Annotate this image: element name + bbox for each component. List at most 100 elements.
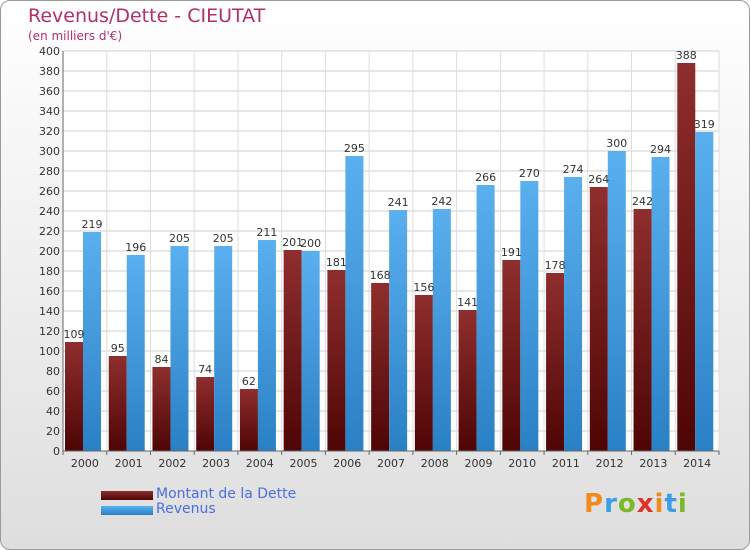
y-tick-label: 100: [39, 345, 60, 358]
y-tick-label: 320: [39, 125, 60, 138]
y-tick-label: 340: [39, 105, 60, 118]
data-label-debt: 181: [326, 256, 347, 269]
bar-revenus: [432, 209, 451, 451]
x-tick-label: 2000: [71, 457, 99, 470]
legend-label-debt: Montant de la Dette: [156, 486, 297, 502]
y-tick-label: 360: [39, 85, 60, 98]
legend-swatch-debt: [101, 491, 153, 500]
bar-debt: [196, 377, 215, 451]
data-label-revenus: 294: [650, 143, 671, 156]
data-label-revenus: 319: [694, 118, 715, 131]
chart-title: Revenus/Dette - CIEUTAT: [28, 5, 266, 27]
y-tick-label: 400: [39, 45, 60, 58]
data-label-debt: 201: [282, 236, 303, 249]
data-label-debt: 74: [198, 363, 212, 376]
bar-debt: [677, 63, 696, 451]
bar-debt: [108, 356, 127, 451]
data-label-debt: 168: [370, 269, 391, 282]
logo-letter: P: [584, 489, 605, 519]
bar-revenus: [83, 232, 101, 451]
data-label-revenus: 219: [82, 218, 103, 231]
x-tick-label: 2007: [377, 457, 405, 470]
data-label-revenus: 300: [606, 137, 627, 150]
bar-revenus: [651, 157, 670, 451]
bar-revenus: [170, 246, 189, 451]
data-label-revenus: 241: [388, 196, 409, 209]
data-label-revenus: 266: [475, 171, 496, 184]
data-label-debt: 62: [242, 375, 256, 388]
x-tick-label: 2011: [552, 457, 580, 470]
bar-debt: [589, 187, 608, 451]
bar-debt: [152, 367, 171, 451]
data-label-revenus: 242: [431, 195, 452, 208]
data-label-debt: 242: [632, 195, 653, 208]
bar-debt: [239, 389, 258, 451]
bar-revenus: [389, 210, 408, 451]
logo-letter: x: [636, 489, 655, 519]
logo-letter: o: [617, 489, 637, 519]
y-tick-label: 140: [39, 305, 60, 318]
x-tick-label: 2013: [639, 457, 667, 470]
bar-debt: [414, 295, 433, 451]
bar-revenus: [564, 177, 583, 451]
y-tick-label: 220: [39, 225, 60, 238]
bar-revenus: [214, 246, 233, 451]
y-tick-label: 280: [39, 165, 60, 178]
data-label-debt: 84: [154, 353, 168, 366]
x-tick-label: 2004: [246, 457, 274, 470]
y-tick-label: 260: [39, 185, 60, 198]
y-tick-label: 200: [39, 245, 60, 258]
y-tick-label: 180: [39, 265, 60, 278]
data-label-revenus: 205: [213, 232, 234, 245]
y-tick-label: 380: [39, 65, 60, 78]
bar-revenus: [607, 151, 626, 451]
chart-subtitle: (en milliers d'€): [28, 29, 123, 43]
logo-letter: r: [604, 489, 618, 519]
y-tick-label: 300: [39, 145, 60, 158]
x-tick-label: 2005: [290, 457, 318, 470]
bar-revenus: [257, 240, 276, 451]
data-label-revenus: 196: [125, 241, 146, 254]
data-label-debt: 388: [676, 49, 697, 62]
legend-label-revenus: Revenus: [156, 501, 216, 517]
x-tick-label: 2002: [158, 457, 186, 470]
logo-letter: i: [654, 489, 665, 519]
bar-debt: [327, 270, 346, 451]
data-label-revenus: 270: [519, 167, 540, 180]
bar-revenus: [476, 185, 495, 451]
data-label-revenus: 205: [169, 232, 190, 245]
x-tick-label: 2003: [202, 457, 230, 470]
data-label-debt: 141: [457, 296, 478, 309]
logo-letter: i: [677, 489, 688, 519]
y-tick-label: 0: [53, 445, 60, 458]
x-tick-label: 2001: [115, 457, 143, 470]
y-tick-label: 20: [46, 425, 60, 438]
x-tick-label: 2014: [683, 457, 711, 470]
x-tick-label: 2009: [464, 457, 492, 470]
y-tick-label: 120: [39, 325, 60, 338]
bar-revenus: [520, 181, 539, 451]
bar-debt: [65, 342, 83, 451]
x-tick-label: 2008: [421, 457, 449, 470]
proxiti-logo: Proxiti: [584, 489, 688, 519]
data-label-debt: 95: [111, 342, 125, 355]
logo-letter: t: [664, 489, 678, 519]
y-tick-label: 160: [39, 285, 60, 298]
data-label-debt: 264: [588, 173, 609, 186]
y-tick-label: 40: [46, 405, 60, 418]
bar-debt: [633, 209, 652, 451]
bar-debt: [458, 310, 477, 451]
x-tick-label: 2012: [596, 457, 624, 470]
bar-debt: [546, 273, 565, 451]
data-label-debt: 178: [545, 259, 566, 272]
bar-revenus: [301, 251, 320, 451]
bar-debt: [502, 260, 521, 451]
data-label-revenus: 211: [256, 226, 277, 239]
y-tick-label: 60: [46, 385, 60, 398]
data-label-debt: 191: [501, 246, 522, 259]
legend-swatch-revenus: [101, 506, 153, 515]
data-label-revenus: 200: [300, 237, 321, 250]
data-label-debt: 109: [64, 328, 85, 341]
